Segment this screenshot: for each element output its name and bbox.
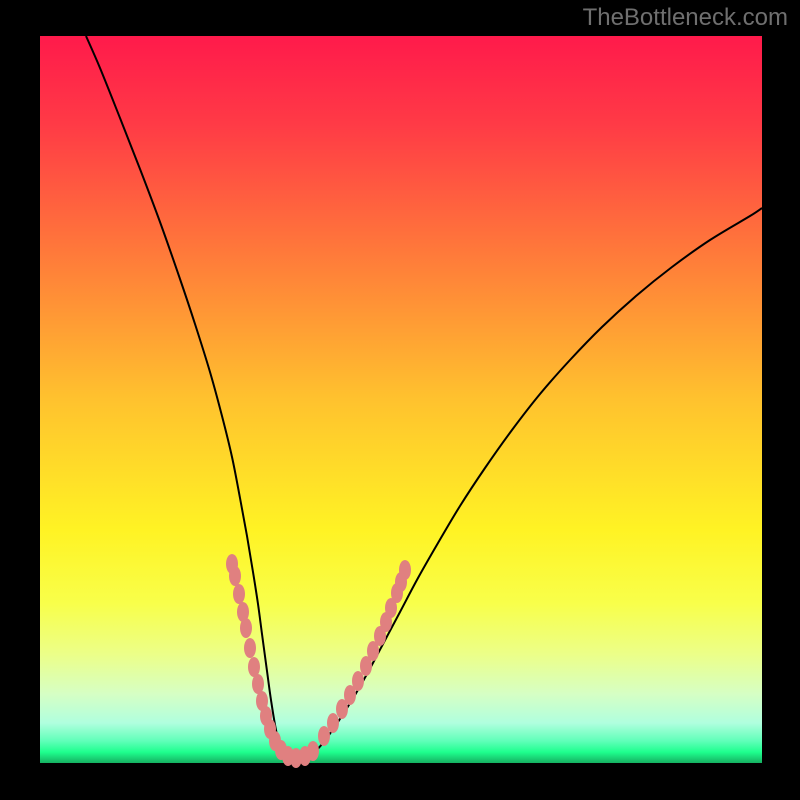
marker-point	[252, 674, 264, 694]
marker-point	[233, 584, 245, 604]
marker-point	[352, 671, 364, 691]
marker-point	[307, 741, 319, 761]
marker-point	[244, 638, 256, 658]
marker-point	[327, 713, 339, 733]
marker-point	[229, 566, 241, 586]
chart-container: TheBottleneck.com	[0, 0, 800, 800]
marker-point	[240, 618, 252, 638]
marker-point	[399, 560, 411, 580]
marker-point	[248, 657, 260, 677]
plot-area	[40, 36, 762, 763]
marker-layer	[40, 36, 762, 763]
watermark-text: TheBottleneck.com	[583, 4, 788, 32]
